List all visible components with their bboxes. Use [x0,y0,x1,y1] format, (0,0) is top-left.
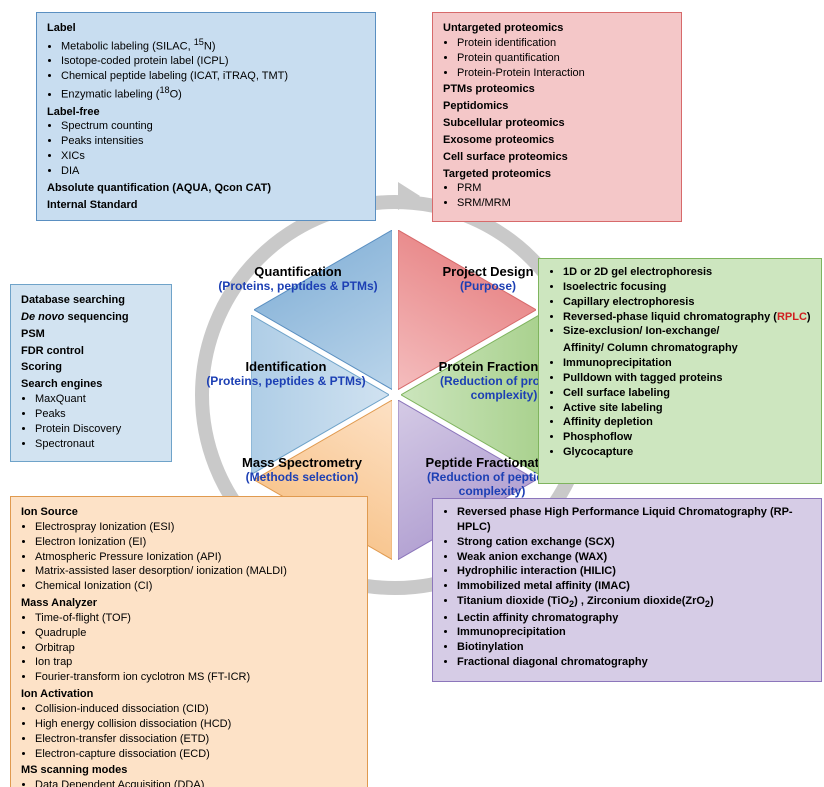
box-heading: Mass Analyzer [21,596,359,611]
box-bullet: Glycocapture [563,445,813,460]
box-heading: PTMs proteomics [443,82,673,97]
box-bullet: Electron-capture dissociation (ECD) [35,747,359,762]
box-bullet: Spectrum counting [61,119,367,134]
box-bullet: PRM [457,181,673,196]
box-bullet: Active site labeling [563,401,813,416]
box-heading: Database searching [21,293,163,308]
ring-arrowhead-top [398,182,420,210]
box-heading: PSM [21,327,163,342]
box-bullet: Electron-transfer dissociation (ETD) [35,732,359,747]
box-heading: Search engines [21,377,163,392]
box-heading: De novo sequencing [21,310,163,325]
box-heading: Internal Standard [47,198,367,213]
box-heading: MS scanning modes [21,763,359,778]
box-bullet: Metabolic labeling (SILAC, 15N) [61,36,367,55]
box-bullet: Orbitrap [35,641,359,656]
box-bullet: Pulldown with tagged proteins [563,371,813,386]
box-bullet: Spectronaut [35,437,163,452]
box-bullet: Cell surface labeling [563,386,813,401]
box-bullet: Immunoprecipitation [457,625,813,640]
box-bullet: Biotinylation [457,640,813,655]
box-bullet: Immobilized metal affinity (IMAC) [457,579,813,594]
box-heading: Scoring [21,360,163,375]
box-bullet: 1D or 2D gel electrophoresis [563,265,813,280]
box-heading: Absolute quantification (AQUA, Qcon CAT) [47,181,367,196]
box-bullet: Fractional diagonal chromatography [457,655,813,670]
box-heading: Subcellular proteomics [443,116,673,131]
box-bullet: Reversed-phase liquid chromatography (RP… [563,310,813,325]
info-box-ms: Ion SourceElectrospray Ionization (ESI)E… [10,496,368,787]
info-box-peptide: Reversed phase High Performance Liquid C… [432,498,822,682]
box-bullet: Isoelectric focusing [563,280,813,295]
box-bullet: Reversed phase High Performance Liquid C… [457,505,813,535]
box-bullet: Electron Ionization (EI) [35,535,359,550]
box-bullet: Ion trap [35,655,359,670]
box-bullet: Affinity depletion [563,415,813,430]
info-box-protein: 1D or 2D gel electrophoresisIsoelectric … [538,258,822,484]
box-bullet: Strong cation exchange (SCX) [457,535,813,550]
box-bullet: DIA [61,164,367,179]
box-bullet: Chemical peptide labeling (ICAT, iTRAQ, … [61,69,367,84]
box-bullet: Phosphoflow [563,430,813,445]
box-bullet: Titanium dioxide (TiO2) , Zirconium diox… [457,594,813,611]
box-bullet: MaxQuant [35,392,163,407]
box-bullet: Quadruple [35,626,359,641]
box-bullet: Lectin affinity chromatography [457,611,813,626]
box-bullet: Protein quantification [457,51,673,66]
box-heading: Label-free [47,105,367,120]
box-heading: Untargeted proteomics [443,21,673,36]
box-bullet: Capillary electrophoresis [563,295,813,310]
box-bullet: Data Dependent Acquisition (DDA) [35,778,359,787]
box-bullet: High energy collision dissociation (HCD) [35,717,359,732]
box-bullet: Time-of-flight (TOF) [35,611,359,626]
box-bullet: Immunoprecipitation [563,356,813,371]
box-bullet: SRM/MRM [457,196,673,211]
box-bullet: Hydrophilic interaction (HILIC) [457,564,813,579]
box-bullet: Peaks [35,407,163,422]
box-bullet: Chemical Ionization (CI) [35,579,359,594]
box-heading: Targeted proteomics [443,167,673,182]
box-bullet: Collision-induced dissociation (CID) [35,702,359,717]
box-heading: Ion Activation [21,687,359,702]
info-box-ident: Database searching De novo sequencing PSM F… [10,284,172,462]
info-box-quant: LabelMetabolic labeling (SILAC, 15N)Isot… [36,12,376,221]
box-heading: Exosome proteomics [443,133,673,148]
box-bullet: Weak anion exchange (WAX) [457,550,813,565]
box-bullet: Fourier-transform ion cyclotron MS (FT-I… [35,670,359,685]
box-bullet: Peaks intensities [61,134,367,149]
box-bullet-cont: Affinity/ Column chromatography [563,341,813,356]
box-bullet: Size-exclusion/ Ion-exchange/ [563,324,813,339]
info-box-project: Untargeted proteomicsProtein identificat… [432,12,682,222]
box-heading: Cell surface proteomics [443,150,673,165]
box-bullet: Matrix-assisted laser desorption/ ioniza… [35,564,359,579]
box-bullet: Atmospheric Pressure Ionization (API) [35,550,359,565]
box-bullet: Enzymatic labeling (18O) [61,84,367,103]
diagram-stage: Project Design(Purpose)Protein Fractiona… [0,0,824,787]
box-heading: Ion Source [21,505,359,520]
box-bullet: Protein-Protein Interaction [457,66,673,81]
box-bullet: Electrospray Ionization (ESI) [35,520,359,535]
box-heading: Peptidomics [443,99,673,114]
box-heading: Label [47,21,367,36]
box-bullet: Protein identification [457,36,673,51]
box-bullet: Protein Discovery [35,422,163,437]
box-bullet: Isotope-coded protein label (ICPL) [61,54,367,69]
box-bullet: XICs [61,149,367,164]
box-heading: FDR control [21,344,163,359]
